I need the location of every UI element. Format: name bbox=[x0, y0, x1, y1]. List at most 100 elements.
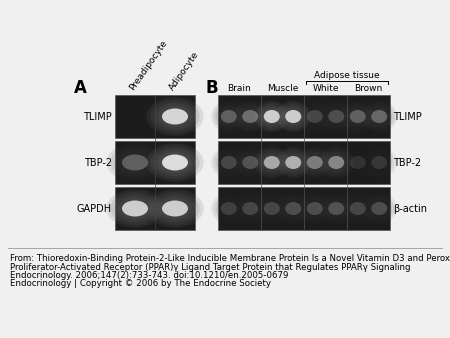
Text: TLIMP: TLIMP bbox=[393, 112, 422, 121]
Ellipse shape bbox=[364, 103, 395, 130]
Ellipse shape bbox=[345, 197, 370, 220]
Ellipse shape bbox=[319, 193, 354, 224]
Bar bbox=[115, 95, 195, 138]
Bar bbox=[115, 187, 195, 230]
Ellipse shape bbox=[238, 197, 263, 220]
Text: TBP-2: TBP-2 bbox=[84, 158, 112, 168]
Ellipse shape bbox=[307, 110, 323, 123]
Ellipse shape bbox=[214, 149, 244, 176]
Ellipse shape bbox=[276, 147, 311, 178]
Ellipse shape bbox=[256, 195, 287, 222]
Ellipse shape bbox=[221, 202, 237, 215]
Ellipse shape bbox=[118, 198, 152, 219]
Ellipse shape bbox=[347, 108, 368, 125]
Ellipse shape bbox=[158, 198, 192, 219]
Ellipse shape bbox=[256, 149, 287, 176]
Bar bbox=[218, 187, 390, 230]
Text: Adipose tissue: Adipose tissue bbox=[314, 71, 380, 80]
Text: Brown: Brown bbox=[355, 84, 382, 93]
Ellipse shape bbox=[278, 195, 308, 222]
Ellipse shape bbox=[342, 149, 373, 176]
Ellipse shape bbox=[254, 147, 289, 178]
Text: Adipocyte: Adipocyte bbox=[168, 50, 201, 92]
Ellipse shape bbox=[326, 200, 346, 217]
Ellipse shape bbox=[280, 197, 306, 220]
Ellipse shape bbox=[283, 200, 304, 217]
Text: Brain: Brain bbox=[228, 84, 252, 93]
Ellipse shape bbox=[340, 101, 375, 132]
Text: Preadipocyte: Preadipocyte bbox=[128, 39, 169, 92]
Ellipse shape bbox=[146, 97, 203, 136]
Ellipse shape bbox=[233, 147, 268, 178]
Ellipse shape bbox=[350, 110, 366, 123]
Ellipse shape bbox=[280, 151, 306, 173]
Ellipse shape bbox=[328, 156, 344, 169]
Ellipse shape bbox=[324, 197, 349, 220]
Ellipse shape bbox=[122, 200, 148, 217]
Ellipse shape bbox=[264, 202, 280, 215]
Ellipse shape bbox=[154, 103, 196, 130]
Ellipse shape bbox=[221, 110, 237, 123]
Bar bbox=[218, 95, 390, 138]
Ellipse shape bbox=[369, 154, 390, 171]
Ellipse shape bbox=[350, 156, 366, 169]
Ellipse shape bbox=[254, 101, 289, 132]
Ellipse shape bbox=[350, 202, 366, 215]
Ellipse shape bbox=[285, 110, 301, 123]
Text: Muscle: Muscle bbox=[267, 84, 298, 93]
Ellipse shape bbox=[283, 108, 304, 125]
Ellipse shape bbox=[342, 103, 373, 130]
Ellipse shape bbox=[307, 156, 323, 169]
Ellipse shape bbox=[304, 154, 325, 171]
Text: TBP-2: TBP-2 bbox=[393, 158, 421, 168]
Ellipse shape bbox=[218, 154, 239, 171]
Ellipse shape bbox=[278, 149, 308, 176]
Ellipse shape bbox=[233, 101, 268, 132]
Ellipse shape bbox=[302, 105, 328, 127]
Ellipse shape bbox=[259, 151, 284, 173]
Ellipse shape bbox=[297, 147, 333, 178]
Text: β-actin: β-actin bbox=[393, 203, 427, 214]
Ellipse shape bbox=[110, 192, 160, 225]
Ellipse shape bbox=[240, 154, 261, 171]
Ellipse shape bbox=[118, 152, 152, 173]
Ellipse shape bbox=[216, 105, 242, 127]
Ellipse shape bbox=[211, 101, 246, 132]
Ellipse shape bbox=[242, 110, 258, 123]
Ellipse shape bbox=[154, 195, 196, 222]
Ellipse shape bbox=[216, 197, 242, 220]
Ellipse shape bbox=[162, 154, 188, 170]
Ellipse shape bbox=[150, 146, 200, 179]
Text: B: B bbox=[206, 79, 218, 97]
Ellipse shape bbox=[259, 105, 284, 127]
Ellipse shape bbox=[307, 202, 323, 215]
Text: GAPDH: GAPDH bbox=[77, 203, 112, 214]
Text: Proliferator-Activated Receptor (PPAR)γ Ligand Target Protein that Regulates PPA: Proliferator-Activated Receptor (PPAR)γ … bbox=[10, 263, 410, 271]
Ellipse shape bbox=[369, 108, 390, 125]
Ellipse shape bbox=[364, 149, 395, 176]
Ellipse shape bbox=[259, 197, 284, 220]
Ellipse shape bbox=[218, 200, 239, 217]
Ellipse shape bbox=[146, 189, 203, 228]
Ellipse shape bbox=[300, 149, 330, 176]
Ellipse shape bbox=[150, 100, 200, 133]
Ellipse shape bbox=[321, 149, 351, 176]
Text: TLIMP: TLIMP bbox=[83, 112, 112, 121]
Ellipse shape bbox=[302, 197, 328, 220]
Ellipse shape bbox=[304, 108, 325, 125]
Ellipse shape bbox=[300, 103, 330, 130]
Ellipse shape bbox=[264, 110, 280, 123]
Ellipse shape bbox=[324, 151, 349, 173]
Ellipse shape bbox=[114, 195, 156, 222]
Ellipse shape bbox=[261, 154, 282, 171]
Ellipse shape bbox=[283, 154, 304, 171]
Ellipse shape bbox=[276, 193, 311, 224]
Ellipse shape bbox=[300, 195, 330, 222]
Ellipse shape bbox=[261, 200, 282, 217]
Ellipse shape bbox=[280, 105, 306, 127]
Ellipse shape bbox=[158, 152, 192, 173]
Ellipse shape bbox=[366, 105, 392, 127]
Ellipse shape bbox=[106, 189, 164, 228]
Ellipse shape bbox=[319, 101, 354, 132]
Ellipse shape bbox=[158, 106, 192, 127]
